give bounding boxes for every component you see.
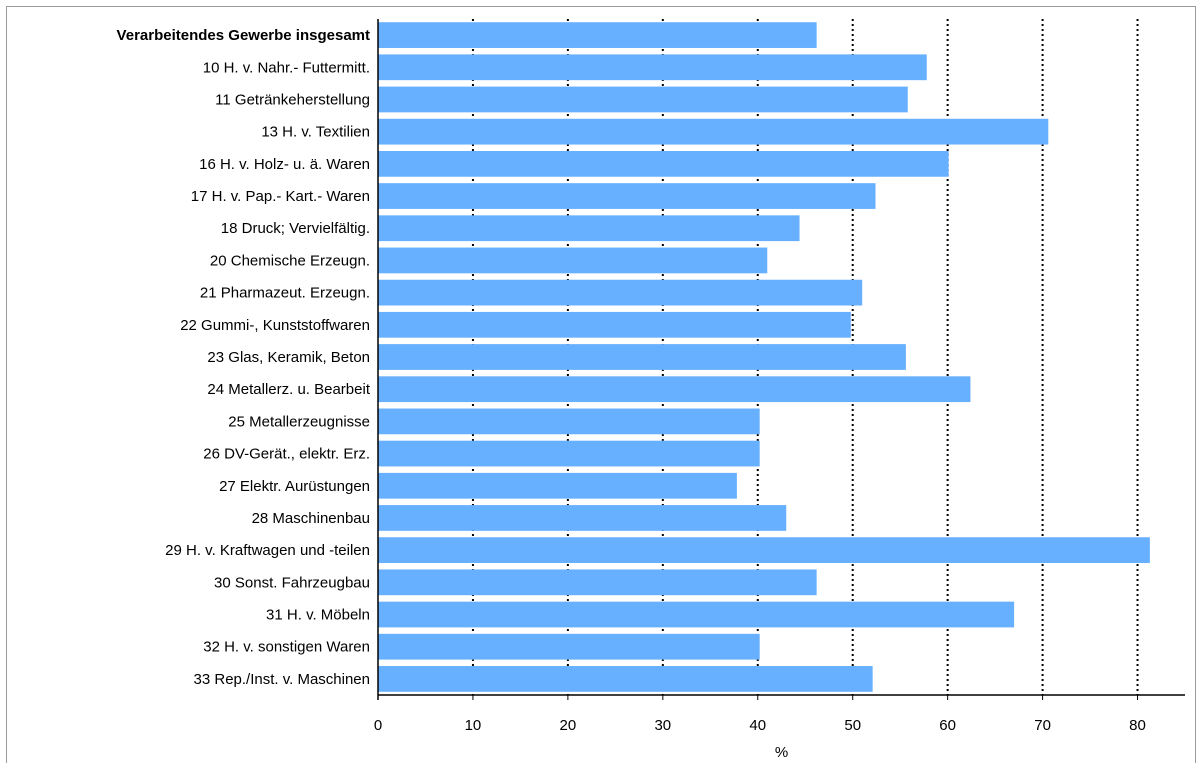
bar-16 bbox=[378, 505, 787, 531]
category-label: 27 Elektr. Aurüstungen bbox=[219, 478, 370, 495]
category-label: 18 Druck; Vervielfältig. bbox=[221, 220, 370, 237]
bar-1 bbox=[378, 22, 817, 48]
category-label: 28 Maschinenbau bbox=[252, 510, 370, 527]
category-label: 17 H. v. Pap.- Kart.- Waren bbox=[191, 188, 370, 205]
axes bbox=[377, 19, 1185, 700]
bar-13 bbox=[378, 408, 760, 435]
x-axis-title: % bbox=[775, 744, 788, 761]
category-label: 25 Metallerzeugnisse bbox=[228, 413, 370, 430]
category-label: 21 Pharmazeut. Erzeugn. bbox=[200, 285, 370, 302]
category-label: 31 H. v. Möbeln bbox=[266, 607, 370, 624]
bars bbox=[378, 22, 1150, 692]
category-label: 26 DV-Gerät., elektr. Erz. bbox=[203, 446, 370, 463]
x-tick-label: 50 bbox=[844, 717, 861, 734]
bar-19 bbox=[378, 601, 1015, 628]
category-label: 22 Gummi-, Kunststoffwaren bbox=[180, 317, 370, 334]
bar-18 bbox=[378, 569, 817, 596]
x-tick-labels: 0 10 20 30 40 50 60 70 80 bbox=[374, 717, 1146, 734]
bar-8 bbox=[378, 247, 768, 274]
bar-20 bbox=[378, 633, 760, 660]
category-label: 29 H. v. Kraftwagen und -teilen bbox=[165, 542, 370, 559]
x-tick-label: 80 bbox=[1129, 717, 1146, 734]
category-label: 23 Glas, Keramik, Beton bbox=[207, 349, 370, 366]
category-label: Verarbeitendes Gewerbe insgesamt bbox=[117, 27, 370, 44]
category-label: 10 H. v. Nahr.- Futtermitt. bbox=[203, 59, 370, 76]
category-label: 32 H. v. sonstigen Waren bbox=[203, 639, 370, 656]
x-tick-label: 70 bbox=[1034, 717, 1051, 734]
x-tick-label: 60 bbox=[939, 717, 956, 734]
category-label: 11 Getränkeherstellung bbox=[215, 91, 370, 108]
x-tick-label: 10 bbox=[465, 717, 482, 734]
bar-6 bbox=[378, 183, 876, 209]
bar-9 bbox=[378, 279, 863, 306]
category-label: 16 H. v. Holz- u. ä. Waren bbox=[199, 156, 370, 173]
category-label: 24 Metallerz. u. Bearbeit bbox=[207, 381, 370, 398]
bar-7 bbox=[378, 215, 800, 242]
bar-3 bbox=[378, 86, 908, 113]
x-tick-label: 40 bbox=[749, 717, 766, 734]
bar-21 bbox=[378, 666, 873, 692]
category-label: 13 H. v. Textilien bbox=[261, 124, 370, 141]
bar-5 bbox=[378, 150, 949, 177]
bar-2 bbox=[378, 54, 927, 81]
category-labels: Verarbeitendes Gewerbe insgesamt 10 H. v.… bbox=[117, 27, 371, 688]
x-tick-label: 20 bbox=[560, 717, 577, 734]
bar-4 bbox=[378, 118, 1049, 145]
bar-15 bbox=[378, 472, 737, 499]
chart-frame bbox=[6, 6, 1196, 763]
x-tick-label: 30 bbox=[654, 717, 671, 734]
bar-17 bbox=[378, 537, 1150, 564]
category-label: 33 Rep./Inst. v. Maschinen bbox=[194, 671, 370, 688]
bar-11 bbox=[378, 344, 906, 370]
x-tick-label: 0 bbox=[374, 717, 382, 734]
category-label: 30 Sonst. Fahrzeugbau bbox=[214, 574, 370, 591]
bar-14 bbox=[378, 440, 760, 467]
bar-10 bbox=[378, 311, 851, 338]
bar-12 bbox=[378, 376, 971, 403]
category-label: 20 Chemische Erzeugn. bbox=[210, 252, 370, 269]
